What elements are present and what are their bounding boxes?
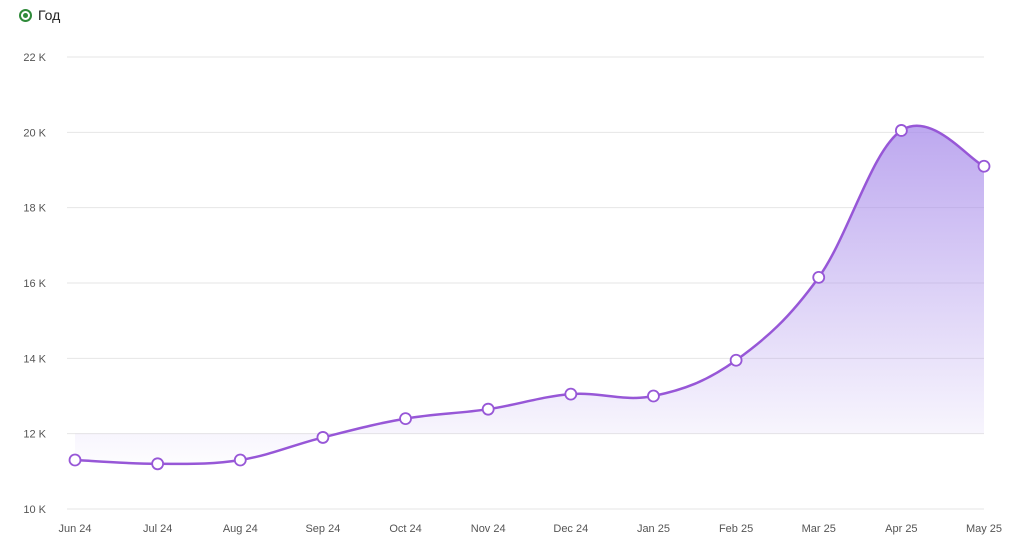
y-tick-label: 14 K — [23, 353, 46, 365]
data-point[interactable] — [729, 353, 743, 367]
y-tick-label: 10 K — [23, 504, 46, 516]
data-point[interactable] — [316, 431, 330, 444]
x-tick-label: Dec 24 — [553, 523, 588, 535]
data-points-layer — [68, 124, 991, 471]
x-tick-label: Aug 24 — [223, 523, 258, 535]
data-point[interactable] — [399, 412, 412, 426]
y-tick-label: 16 K — [23, 278, 46, 290]
x-tick-label: Jan 25 — [637, 523, 670, 535]
data-point[interactable] — [481, 402, 495, 416]
area-fill — [75, 125, 984, 464]
legend-label[interactable]: Год — [38, 7, 61, 23]
x-tick-label: Jul 24 — [143, 523, 172, 535]
x-tick-label: Mar 25 — [802, 523, 836, 535]
x-tick-label: Feb 25 — [719, 523, 753, 535]
y-tick-label: 20 K — [23, 127, 46, 139]
x-tick-label: Jun 24 — [58, 523, 91, 535]
x-axis-ticks: Jun 24 Jul 24 Aug 24 Sep 24 Oct 24 Nov 24 Dec … — [58, 523, 1002, 535]
y-tick-label: 18 K — [23, 203, 46, 215]
data-point[interactable] — [812, 270, 826, 284]
data-point[interactable] — [977, 159, 991, 173]
y-tick-label: 12 K — [23, 429, 46, 441]
legend[interactable]: Год — [19, 6, 60, 24]
x-tick-label: May 25 — [966, 523, 1002, 535]
data-point[interactable] — [151, 457, 165, 471]
x-tick-label: Apr 25 — [885, 523, 917, 535]
data-point[interactable] — [564, 387, 578, 401]
legend-marker-icon[interactable] — [19, 8, 32, 22]
y-tick-label: 22 K — [23, 52, 46, 64]
x-tick-label: Oct 24 — [389, 523, 421, 535]
y-axis-ticks: 10 K 12 K 14 K 16 K 18 K 20 K 22 K — [23, 52, 46, 516]
data-point[interactable] — [233, 453, 247, 467]
data-point[interactable] — [68, 453, 82, 467]
data-point[interactable] — [647, 389, 660, 403]
x-tick-label: Sep 24 — [305, 523, 340, 535]
data-point[interactable] — [894, 124, 908, 137]
x-tick-label: Nov 24 — [471, 523, 506, 535]
area-fill-layer — [75, 125, 984, 464]
